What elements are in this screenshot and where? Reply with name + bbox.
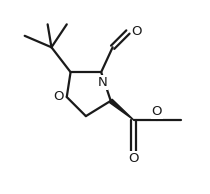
Text: O: O (53, 90, 63, 104)
Text: O: O (131, 25, 142, 38)
Text: N: N (97, 76, 107, 89)
Text: O: O (129, 152, 139, 165)
Text: O: O (151, 105, 162, 118)
Polygon shape (109, 99, 134, 120)
